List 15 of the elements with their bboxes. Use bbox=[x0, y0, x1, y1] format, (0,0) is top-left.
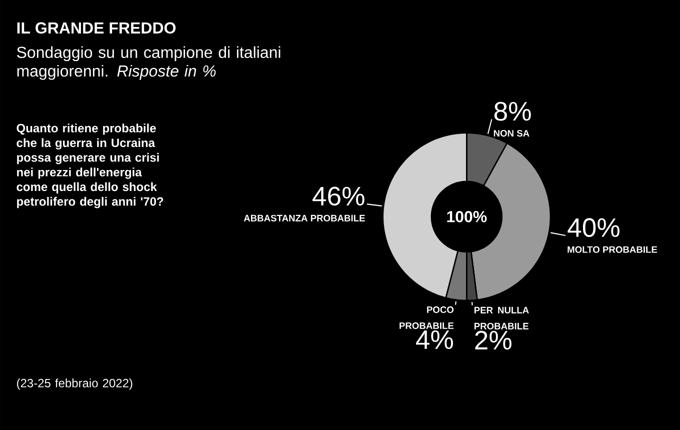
slice-label: ABBASTANZA PROBABILE bbox=[244, 214, 365, 222]
slice-label: POCO PROBABILE bbox=[400, 306, 454, 329]
text: IL GRANDE FREDDO bbox=[17, 22, 176, 34]
data-label: 4% bbox=[416, 330, 453, 349]
data-label: 8% bbox=[494, 102, 531, 121]
data-label: 40% bbox=[568, 218, 620, 238]
text: (23-25 febbraio 2022) bbox=[17, 378, 132, 390]
slice-label: NON SA bbox=[494, 130, 530, 137]
text: Quanto ritiene probabile che la guerra in Ucraina possa generare una crisi nei prezzi dell'energia come quella dello shock petrolifero degli anni '70? bbox=[16, 124, 164, 208]
chart-subtitle: Sondaggio su un campione di italiani maggiorenni. Risposte in % bbox=[17, 46, 280, 80]
data-label: 46% bbox=[312, 186, 364, 206]
data-label: 2% bbox=[475, 330, 512, 350]
text: 100% bbox=[447, 211, 487, 222]
slice-label: MOLTO PROBABILE bbox=[568, 246, 658, 253]
slice-label: PER NULLA PROBABILE bbox=[474, 306, 529, 330]
